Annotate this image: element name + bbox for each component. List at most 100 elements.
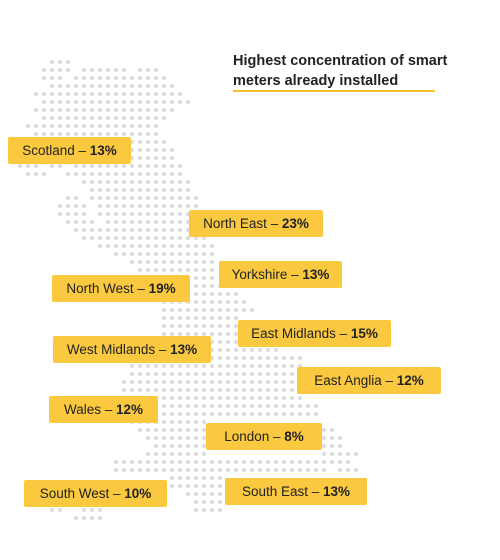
map-dot: [105, 75, 111, 81]
map-dot: [169, 371, 175, 377]
map-dot: [273, 379, 279, 385]
map-dot: [217, 507, 223, 513]
region-separator: –: [74, 143, 90, 158]
map-dot: [113, 83, 119, 89]
map-dot: [225, 291, 231, 297]
map-dot: [169, 83, 175, 89]
map-dot: [169, 179, 175, 185]
map-dot: [49, 99, 55, 105]
map-dot: [169, 155, 175, 161]
map-dot: [145, 187, 151, 193]
map-dot: [129, 107, 135, 113]
map-dot: [177, 443, 183, 449]
map-dot: [137, 235, 143, 241]
map-dot: [97, 75, 103, 81]
map-dot: [257, 371, 263, 377]
map-dot: [121, 251, 127, 257]
map-dot: [209, 267, 215, 273]
map-dot: [185, 403, 191, 409]
map-dot: [193, 475, 199, 481]
map-dot: [97, 163, 103, 169]
map-dot: [169, 243, 175, 249]
map-dot: [65, 195, 71, 201]
map-dot: [97, 187, 103, 193]
map-dot: [89, 91, 95, 97]
map-dot: [65, 203, 71, 209]
map-dot: [313, 459, 319, 465]
map-dot: [65, 123, 71, 129]
map-dot: [89, 67, 95, 73]
map-dot: [97, 235, 103, 241]
map-dot: [153, 379, 159, 385]
map-dot: [217, 339, 223, 345]
map-dot: [193, 395, 199, 401]
map-dot: [241, 411, 247, 417]
map-dot: [257, 403, 263, 409]
region-percent: 8%: [284, 429, 304, 444]
map-dot: [241, 371, 247, 377]
map-dot: [305, 403, 311, 409]
map-dot: [177, 419, 183, 425]
map-dot: [313, 411, 319, 417]
map-dot: [193, 467, 199, 473]
map-dot: [161, 267, 167, 273]
map-dot: [249, 387, 255, 393]
map-dot: [177, 227, 183, 233]
map-dot: [169, 307, 175, 313]
map-dot: [193, 203, 199, 209]
map-dot: [305, 459, 311, 465]
map-dot: [81, 123, 87, 129]
map-title-line-2: meters already installed: [233, 73, 399, 89]
map-dot: [97, 99, 103, 105]
map-dot: [121, 211, 127, 217]
map-dot: [177, 411, 183, 417]
map-dot: [161, 163, 167, 169]
map-dot: [209, 387, 215, 393]
map-dot: [337, 459, 343, 465]
map-dot: [185, 235, 191, 241]
map-dot: [145, 467, 151, 473]
map-dot: [121, 83, 127, 89]
map-dot: [209, 363, 215, 369]
map-dot: [185, 371, 191, 377]
map-dot: [81, 179, 87, 185]
map-dot: [177, 267, 183, 273]
map-dot: [313, 467, 319, 473]
map-dot: [169, 403, 175, 409]
map-dot: [81, 131, 87, 137]
map-dot: [161, 155, 167, 161]
map-dot: [65, 171, 71, 177]
map-dot: [289, 355, 295, 361]
region-percent: 10%: [124, 486, 152, 501]
map-dot: [233, 355, 239, 361]
map-dot: [345, 467, 351, 473]
map-dot: [129, 99, 135, 105]
map-dot: [217, 307, 223, 313]
map-dot: [209, 459, 215, 465]
map-dot: [49, 123, 55, 129]
map-dot: [177, 163, 183, 169]
map-dot: [169, 387, 175, 393]
region-percent: 13%: [302, 267, 330, 282]
map-dot: [201, 267, 207, 273]
map-dot: [41, 115, 47, 121]
map-dot: [233, 379, 239, 385]
map-dot: [153, 427, 159, 433]
map-dot: [265, 403, 271, 409]
map-dot: [161, 387, 167, 393]
map-dot: [153, 267, 159, 273]
map-dot: [129, 123, 135, 129]
map-dot: [129, 379, 135, 385]
map-dot: [169, 323, 175, 329]
map-dot: [321, 427, 327, 433]
map-dot: [129, 187, 135, 193]
map-dot: [105, 115, 111, 121]
map-dot: [241, 467, 247, 473]
map-dot: [273, 371, 279, 377]
map-dot: [113, 163, 119, 169]
map-dot: [273, 395, 279, 401]
map-dot: [225, 387, 231, 393]
map-dot: [177, 315, 183, 321]
map-dot: [113, 203, 119, 209]
region-separator: –: [100, 402, 116, 417]
